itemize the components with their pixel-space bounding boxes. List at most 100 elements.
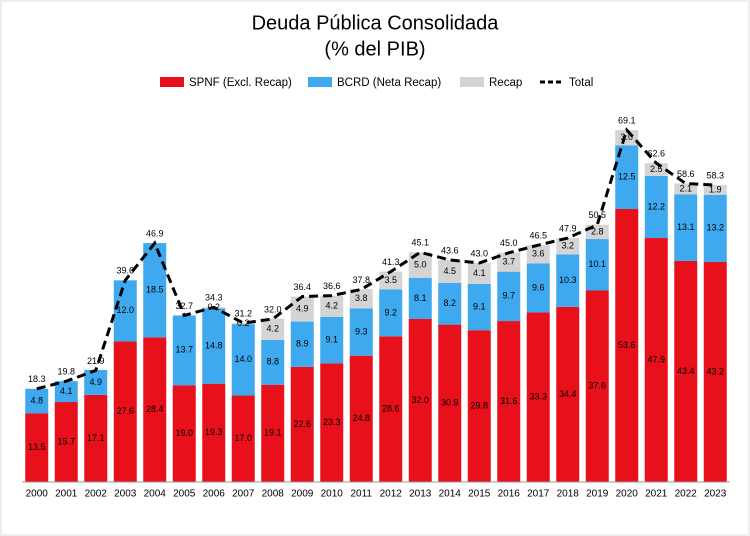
- value-label: 3.0: [620, 132, 633, 142]
- value-label: 13.2: [706, 223, 724, 233]
- bar-segment: [703, 194, 727, 262]
- total-label: 45.0: [500, 238, 518, 248]
- chart-subtitle: (% del PIB): [324, 38, 425, 60]
- x-tick-label: 2018: [557, 489, 580, 500]
- value-label: 17.0: [234, 433, 252, 443]
- value-label: 9.2: [384, 307, 397, 317]
- legend-swatch: [460, 77, 484, 87]
- bar-segment: [320, 295, 344, 317]
- total-label: 21.9: [87, 356, 105, 366]
- bar-segment: [320, 316, 344, 364]
- x-tick-label: 2007: [232, 489, 255, 500]
- value-label: 8.2: [443, 298, 456, 308]
- bar-segment: [674, 260, 698, 482]
- value-label: 47.9: [647, 354, 665, 364]
- x-tick-label: 2011: [350, 489, 372, 500]
- legend-swatch: [160, 77, 184, 87]
- value-label: 1.9: [709, 184, 722, 194]
- bar-segment: [703, 261, 727, 482]
- value-label: 9.7: [502, 291, 515, 301]
- x-tick-label: 2003: [114, 489, 137, 500]
- value-label: 23.3: [323, 417, 341, 427]
- bar-segment: [143, 243, 167, 338]
- bar-segment: [202, 308, 226, 384]
- value-label: 4.8: [30, 395, 43, 405]
- bar-segment: [585, 239, 609, 291]
- value-label: 4.1: [60, 386, 73, 396]
- value-label: 18.5: [146, 285, 164, 295]
- bar-segment: [497, 271, 521, 322]
- value-label: 13.7: [175, 345, 193, 355]
- bar-segment: [438, 259, 462, 283]
- value-label: 30.9: [441, 398, 459, 408]
- value-label: 24.8: [352, 413, 370, 423]
- value-label: 2.1: [679, 183, 692, 193]
- bar-segment: [202, 383, 226, 482]
- total-label: 41.3: [382, 257, 400, 267]
- bar-segment: [408, 319, 432, 482]
- x-tick-label: 2012: [380, 489, 403, 500]
- x-tick-label: 2019: [586, 489, 609, 500]
- bar-segment: [408, 277, 432, 320]
- value-label: 3.6: [532, 249, 545, 259]
- x-tick-label: 2021: [645, 489, 668, 500]
- bar-segment: [231, 395, 255, 482]
- bar-segment: [615, 145, 639, 209]
- x-tick-label: 2022: [675, 489, 698, 500]
- value-label: 13.1: [677, 222, 695, 232]
- value-label: 27.6: [116, 406, 134, 416]
- bar-segment: [290, 366, 314, 482]
- value-label: 9.3: [355, 326, 368, 336]
- bar-segment: [113, 341, 137, 482]
- x-tick-label: 2010: [321, 489, 344, 500]
- bar-segment: [290, 296, 314, 322]
- value-label: 31.6: [500, 396, 518, 406]
- bar-segment: [674, 183, 698, 195]
- bar-segment: [438, 324, 462, 482]
- total-label: 45.1: [411, 238, 429, 248]
- value-label: 2.5: [650, 164, 663, 174]
- bar-segment: [526, 312, 550, 482]
- bar-segment: [585, 290, 609, 482]
- chart-title: Deuda Pública Consolidada: [252, 12, 500, 34]
- bar-segment: [526, 245, 550, 264]
- value-label: 28.4: [146, 404, 164, 414]
- value-label: 19.3: [205, 427, 223, 437]
- value-label: 17.1: [87, 433, 105, 443]
- legend-label: Recap: [489, 77, 522, 89]
- total-label: 36.4: [293, 282, 311, 292]
- value-label: 12.5: [618, 172, 636, 182]
- value-label: 4.9: [296, 303, 309, 313]
- total-label: 62.6: [647, 149, 665, 159]
- bar-segment: [556, 306, 580, 482]
- bar-segment: [84, 369, 108, 395]
- value-label: 2.8: [591, 226, 604, 236]
- total-label: 43.0: [470, 248, 488, 258]
- value-label: 28.6: [382, 404, 400, 414]
- bar-segment: [231, 324, 255, 396]
- total-label: 43.6: [441, 245, 459, 255]
- value-label: 13.5: [28, 442, 46, 452]
- x-tick-label: 2002: [85, 489, 108, 500]
- x-tick-label: 2017: [527, 489, 550, 500]
- bar-segment: [320, 363, 344, 482]
- bar-segment: [349, 355, 373, 482]
- total-label: 18.3: [28, 374, 46, 384]
- total-label: 34.3: [205, 293, 223, 303]
- x-tick-label: 2000: [26, 489, 49, 500]
- bar-segment: [408, 252, 432, 278]
- x-tick-label: 2005: [173, 489, 196, 500]
- value-label: 4.1: [473, 268, 486, 278]
- bar-segment: [526, 263, 550, 313]
- value-label: 14.0: [234, 354, 252, 364]
- bar-segment: [54, 402, 78, 482]
- value-label: 9.6: [532, 282, 545, 292]
- value-label: 8.1: [414, 293, 427, 303]
- bar-segment: [674, 194, 698, 261]
- bar-segment: [497, 321, 521, 482]
- bar-segment: [379, 336, 403, 482]
- value-label: 12.2: [647, 201, 665, 211]
- bar-segment: [467, 262, 491, 284]
- value-label: 32.0: [411, 395, 429, 405]
